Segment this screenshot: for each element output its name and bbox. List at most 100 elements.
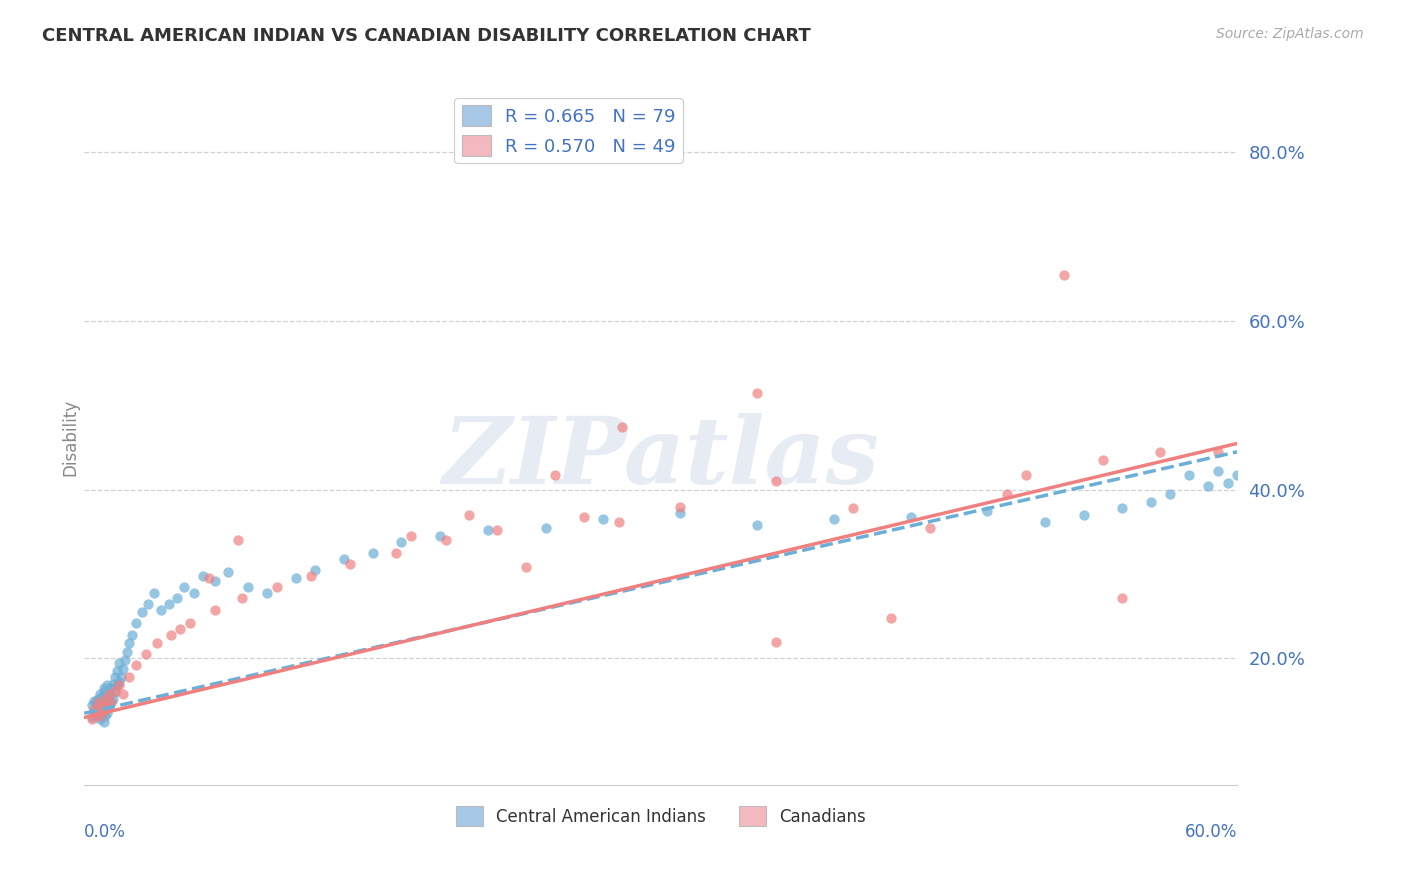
Point [477, 523, 499, 537]
Point [111, 662, 134, 676]
Point [93, 690, 115, 704]
Point [146, 636, 169, 650]
Point [169, 622, 191, 636]
Point [218, 566, 240, 580]
Point [976, 504, 998, 518]
Point [80, 710, 103, 724]
Point [96, 706, 118, 721]
Point [842, 501, 865, 516]
Point [1111, 591, 1133, 605]
Point [745, 385, 768, 400]
Point [384, 546, 406, 560]
Point [204, 602, 226, 616]
Point [391, 535, 413, 549]
Point [231, 591, 253, 605]
Point [333, 552, 356, 566]
Point [94, 708, 117, 723]
Point [1216, 476, 1239, 491]
Point [1053, 268, 1076, 282]
Y-axis label: Disability: Disability [62, 399, 80, 475]
Point [765, 475, 787, 489]
Point [183, 585, 205, 599]
Text: 0.0%: 0.0% [84, 823, 127, 841]
Point [94, 692, 117, 706]
Point [103, 677, 124, 691]
Point [256, 585, 278, 599]
Point [96, 700, 118, 714]
Point [104, 670, 127, 684]
Point [1226, 467, 1249, 482]
Point [87, 695, 110, 709]
Point [429, 529, 451, 543]
Point [157, 597, 180, 611]
Point [83, 693, 105, 707]
Point [105, 678, 128, 692]
Point [669, 507, 692, 521]
Point [90, 706, 112, 721]
Point [104, 685, 127, 699]
Text: Source: ZipAtlas.com: Source: ZipAtlas.com [1216, 27, 1364, 41]
Point [160, 628, 183, 642]
Point [87, 692, 110, 706]
Point [765, 634, 787, 648]
Point [607, 515, 630, 529]
Point [89, 712, 111, 726]
Point [1111, 501, 1133, 516]
Point [179, 615, 201, 630]
Point [100, 695, 122, 709]
Point [592, 512, 614, 526]
Point [125, 658, 148, 673]
Point [918, 521, 941, 535]
Point [89, 687, 111, 701]
Point [104, 683, 127, 698]
Point [236, 580, 259, 594]
Point [96, 678, 118, 692]
Point [114, 653, 136, 667]
Point [100, 695, 122, 709]
Point [284, 571, 307, 585]
Point [110, 670, 132, 684]
Point [1015, 467, 1038, 482]
Point [96, 692, 118, 706]
Point [572, 509, 595, 524]
Point [1198, 478, 1220, 492]
Point [131, 605, 153, 619]
Point [83, 704, 105, 718]
Point [115, 645, 138, 659]
Point [1159, 487, 1181, 501]
Point [486, 523, 509, 537]
Point [89, 700, 111, 714]
Text: ZIPatlas: ZIPatlas [443, 413, 879, 503]
Text: CENTRAL AMERICAN INDIAN VS CANADIAN DISABILITY CORRELATION CHART: CENTRAL AMERICAN INDIAN VS CANADIAN DISA… [42, 27, 811, 45]
Point [669, 500, 692, 514]
Point [1206, 464, 1229, 478]
Point [84, 706, 107, 721]
Point [117, 636, 139, 650]
Point [98, 687, 121, 701]
Point [84, 708, 107, 723]
Point [98, 700, 121, 714]
Point [100, 681, 122, 695]
Point [80, 712, 103, 726]
Point [544, 467, 567, 482]
Legend: Central American Indians, Canadians: Central American Indians, Canadians [449, 800, 873, 832]
Point [108, 656, 131, 670]
Point [1073, 508, 1095, 522]
Point [995, 487, 1018, 501]
Point [90, 698, 112, 712]
Point [83, 702, 105, 716]
Point [204, 574, 226, 588]
Point [142, 585, 165, 599]
Point [266, 580, 288, 594]
Point [80, 698, 103, 712]
Point [166, 591, 188, 605]
Point [745, 518, 768, 533]
Point [361, 546, 384, 560]
Point [880, 611, 903, 625]
Point [89, 708, 111, 723]
Point [136, 597, 159, 611]
Point [823, 512, 845, 526]
Point [198, 571, 221, 585]
Point [121, 628, 143, 642]
Point [534, 521, 557, 535]
